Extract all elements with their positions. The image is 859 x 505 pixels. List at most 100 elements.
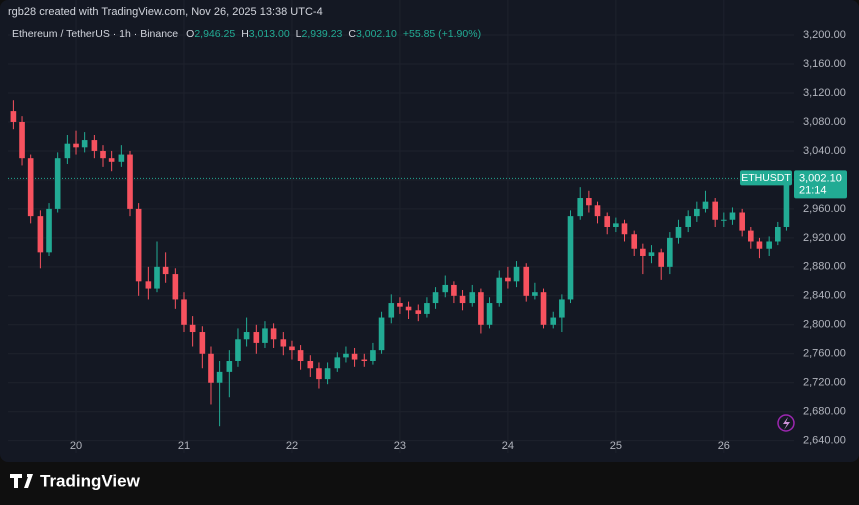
candle-body — [667, 237, 673, 267]
candle-body — [370, 350, 376, 362]
candle-body — [478, 292, 484, 325]
candle-body — [415, 310, 422, 314]
candle-body — [289, 346, 295, 351]
candle-body — [262, 328, 268, 343]
y-tick-label: 2,760.00 — [803, 348, 846, 360]
candle-body — [81, 140, 88, 148]
legend-text: 2,939.23 — [302, 28, 343, 40]
y-tick-label: 2,680.00 — [803, 406, 846, 418]
candle-body — [594, 205, 601, 217]
candle-body — [559, 299, 565, 318]
candle-body — [397, 303, 403, 307]
x-tick-label: 20 — [70, 440, 82, 452]
candle-body — [27, 158, 34, 217]
candle-body — [721, 219, 727, 221]
candle-body — [181, 299, 187, 325]
candle-body — [604, 216, 611, 227]
symbol-legend: Ethereum / TetherUS · 1h · Binance O2,946… — [12, 28, 481, 40]
candle-body — [54, 158, 61, 209]
candle-body — [361, 359, 368, 362]
candle-body — [243, 332, 250, 340]
y-tick-label: 2,800.00 — [803, 319, 846, 331]
countdown-text: 21:14 — [799, 184, 827, 196]
candle-body — [343, 353, 349, 358]
candle-body — [432, 292, 439, 304]
candle-body — [46, 208, 52, 253]
candles — [10, 100, 790, 427]
price-badge-text: 3,002.10 — [799, 172, 842, 184]
candle-body — [496, 277, 503, 304]
panel — [0, 0, 859, 462]
candle-body — [702, 201, 709, 209]
legend-text: H — [241, 28, 249, 40]
candle-body — [73, 143, 79, 148]
logo-text: TradingView — [40, 471, 141, 490]
candle-body — [523, 266, 530, 296]
x-tick-label: 25 — [610, 440, 622, 452]
candle-body — [739, 212, 745, 231]
symbol-badge — [740, 170, 792, 186]
candle-body — [145, 281, 152, 289]
candle-body — [748, 230, 754, 242]
candle-body — [648, 252, 655, 256]
candle-body — [316, 368, 322, 380]
candle-body — [307, 361, 314, 369]
icon — [777, 414, 795, 432]
x-tick-label: 21 — [178, 440, 190, 452]
symbol-badge-text: ETHUSDT — [741, 172, 791, 184]
y-tick-label: 2,840.00 — [803, 290, 846, 302]
candle-body — [451, 284, 457, 296]
candle-body — [334, 357, 341, 369]
candle-body — [640, 248, 646, 256]
candle-body — [766, 241, 772, 249]
candle-body — [505, 277, 511, 282]
logo: TradingView — [10, 471, 141, 490]
x-tick-label: 24 — [502, 440, 514, 452]
candle-body — [162, 266, 169, 275]
candle-body — [486, 303, 493, 325]
candle-body — [783, 178, 790, 227]
candle-body — [621, 223, 628, 235]
y-tick-label: 2,720.00 — [803, 377, 846, 389]
candle-body — [297, 350, 304, 362]
candle-body — [513, 266, 520, 282]
candle-body — [694, 208, 700, 217]
candle-body — [118, 154, 125, 162]
candle-body — [658, 252, 665, 267]
legend-text: 2,946.25 — [194, 28, 235, 40]
y-tick-label: 3,160.00 — [803, 58, 846, 70]
y-tick-label: 2,640.00 — [803, 435, 846, 447]
candle-body — [756, 241, 763, 249]
candle-body — [108, 158, 115, 162]
candle-body — [226, 361, 233, 372]
candle-body — [135, 208, 142, 282]
candle-body — [189, 324, 196, 333]
candle-body — [91, 140, 98, 151]
legend-text: L — [296, 28, 302, 40]
x-tick-label: 26 — [718, 440, 730, 452]
candle-body — [270, 328, 277, 340]
candle-body — [712, 201, 718, 220]
candle-body — [37, 216, 44, 253]
x-tick-label: 22 — [286, 440, 298, 452]
candle-body — [567, 216, 574, 300]
candle-body — [469, 292, 476, 304]
legend-text: O — [186, 28, 194, 40]
candle-body — [19, 121, 25, 159]
candle-body — [208, 353, 214, 383]
axes: 2,640.00 2,680.00 2,720.00 2,760.00 2,800.00… — [70, 29, 847, 452]
candle-body — [127, 154, 133, 209]
candle-body — [172, 274, 179, 300]
candle-body — [442, 284, 449, 293]
legend-text: 3,013.00 — [249, 28, 290, 40]
candle-body — [235, 339, 241, 362]
candle-body — [253, 332, 260, 343]
price-badge — [794, 170, 847, 199]
candle-body — [100, 150, 106, 159]
candle-body — [324, 368, 331, 380]
candle-body — [351, 353, 358, 360]
candle-body — [424, 303, 430, 314]
candle-body — [729, 212, 736, 220]
legend-text: Ethereum / TetherUS · 1h · Binance — [12, 28, 178, 40]
